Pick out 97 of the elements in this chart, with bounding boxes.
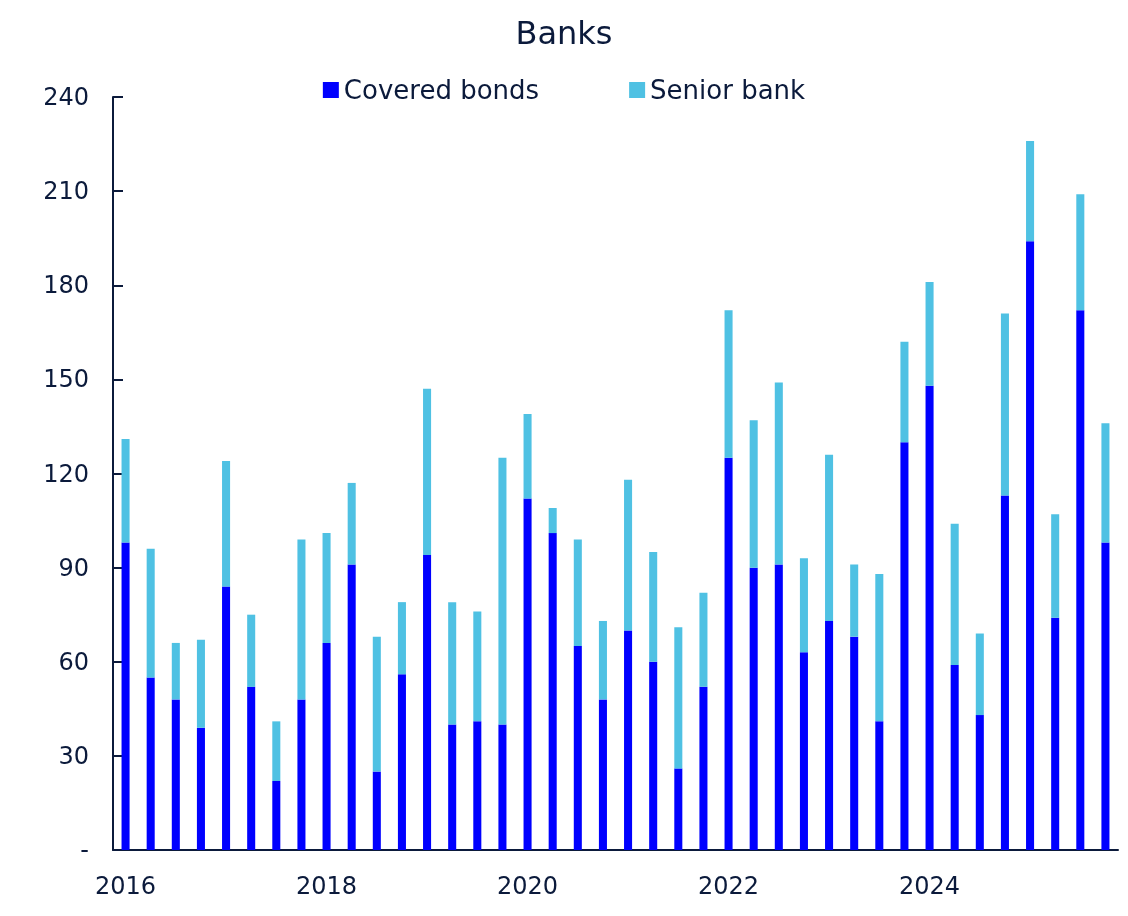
bar bbox=[950, 523, 959, 665]
bar bbox=[975, 715, 984, 850]
bar bbox=[523, 498, 532, 850]
bar bbox=[624, 630, 633, 850]
legend-label: Senior bank bbox=[650, 75, 806, 105]
bar bbox=[196, 639, 205, 728]
bar bbox=[699, 592, 708, 687]
bar bbox=[247, 686, 256, 850]
bar bbox=[1000, 495, 1009, 850]
bar bbox=[322, 533, 331, 643]
bar bbox=[749, 420, 758, 568]
bar bbox=[850, 564, 859, 637]
y-tick-label: 240 bbox=[43, 83, 89, 111]
bar bbox=[925, 385, 934, 850]
bar bbox=[448, 724, 457, 850]
bar bbox=[448, 602, 457, 725]
x-tick-label: 2024 bbox=[899, 872, 961, 900]
bar bbox=[1076, 194, 1085, 311]
bar bbox=[649, 661, 658, 850]
bar bbox=[825, 620, 834, 850]
bar bbox=[272, 780, 281, 850]
bar bbox=[372, 636, 381, 772]
bar bbox=[624, 479, 633, 631]
bar bbox=[1101, 542, 1110, 850]
bar bbox=[473, 611, 482, 722]
bar bbox=[1051, 617, 1060, 850]
x-tick-label: 2016 bbox=[95, 872, 157, 900]
bar bbox=[925, 282, 934, 386]
bar bbox=[1026, 140, 1035, 242]
bar bbox=[222, 460, 231, 587]
bar bbox=[297, 699, 306, 850]
y-tick-label: 150 bbox=[43, 365, 89, 394]
bar bbox=[347, 564, 356, 850]
bar bbox=[498, 724, 507, 850]
y-tick-label: 60 bbox=[58, 647, 89, 676]
bar bbox=[397, 602, 406, 675]
bar bbox=[347, 482, 356, 565]
bar bbox=[423, 555, 432, 850]
bar bbox=[423, 388, 432, 556]
bar bbox=[875, 573, 884, 722]
bar bbox=[850, 636, 859, 850]
bar bbox=[548, 508, 557, 534]
y-tick-label: 120 bbox=[43, 459, 89, 488]
bar bbox=[573, 539, 582, 647]
bar bbox=[297, 539, 306, 700]
bar bbox=[1051, 514, 1060, 618]
bar bbox=[900, 442, 909, 850]
bar bbox=[222, 586, 231, 850]
chart-title: Banks bbox=[515, 14, 613, 52]
bar bbox=[247, 614, 256, 687]
bar bbox=[196, 727, 205, 850]
bar bbox=[146, 677, 155, 850]
bar bbox=[372, 771, 381, 850]
y-tick-label: 30 bbox=[58, 741, 89, 770]
bar bbox=[825, 454, 834, 621]
bar bbox=[875, 721, 884, 850]
bar bbox=[498, 457, 507, 725]
bar bbox=[724, 457, 733, 850]
bar bbox=[975, 633, 984, 716]
bar bbox=[1076, 310, 1085, 850]
bar bbox=[473, 721, 482, 850]
bar bbox=[1000, 313, 1009, 496]
bar bbox=[598, 699, 607, 850]
x-tick-label: 2020 bbox=[497, 872, 559, 900]
bar bbox=[171, 642, 180, 700]
bar bbox=[523, 413, 532, 499]
bar bbox=[548, 533, 557, 850]
bar bbox=[774, 564, 783, 850]
bar bbox=[674, 768, 683, 850]
legend-label: Covered bonds bbox=[343, 75, 540, 105]
bar bbox=[573, 646, 582, 850]
bar bbox=[322, 642, 331, 850]
bar bbox=[799, 558, 808, 653]
bar bbox=[272, 721, 281, 781]
y-tick-label: 180 bbox=[43, 271, 89, 300]
bar bbox=[774, 382, 783, 565]
bar bbox=[749, 567, 758, 850]
bar bbox=[397, 674, 406, 850]
bar bbox=[121, 438, 130, 543]
bar bbox=[950, 664, 959, 850]
x-tick-label: 2018 bbox=[296, 872, 358, 900]
bar bbox=[724, 310, 733, 458]
bar bbox=[121, 542, 130, 850]
y-tick-label: 210 bbox=[43, 177, 89, 206]
bar bbox=[171, 699, 180, 850]
bar bbox=[1026, 241, 1035, 850]
y-tick-label: 90 bbox=[58, 553, 89, 582]
bar bbox=[146, 548, 155, 678]
bar bbox=[1101, 423, 1110, 543]
bar bbox=[900, 341, 909, 443]
bar bbox=[799, 652, 808, 850]
bar bbox=[674, 627, 683, 769]
bar bbox=[598, 620, 607, 700]
x-tick-label: 2022 bbox=[698, 872, 760, 900]
y-tick-label: - bbox=[80, 836, 89, 864]
bar bbox=[699, 686, 708, 850]
bar bbox=[649, 551, 658, 662]
